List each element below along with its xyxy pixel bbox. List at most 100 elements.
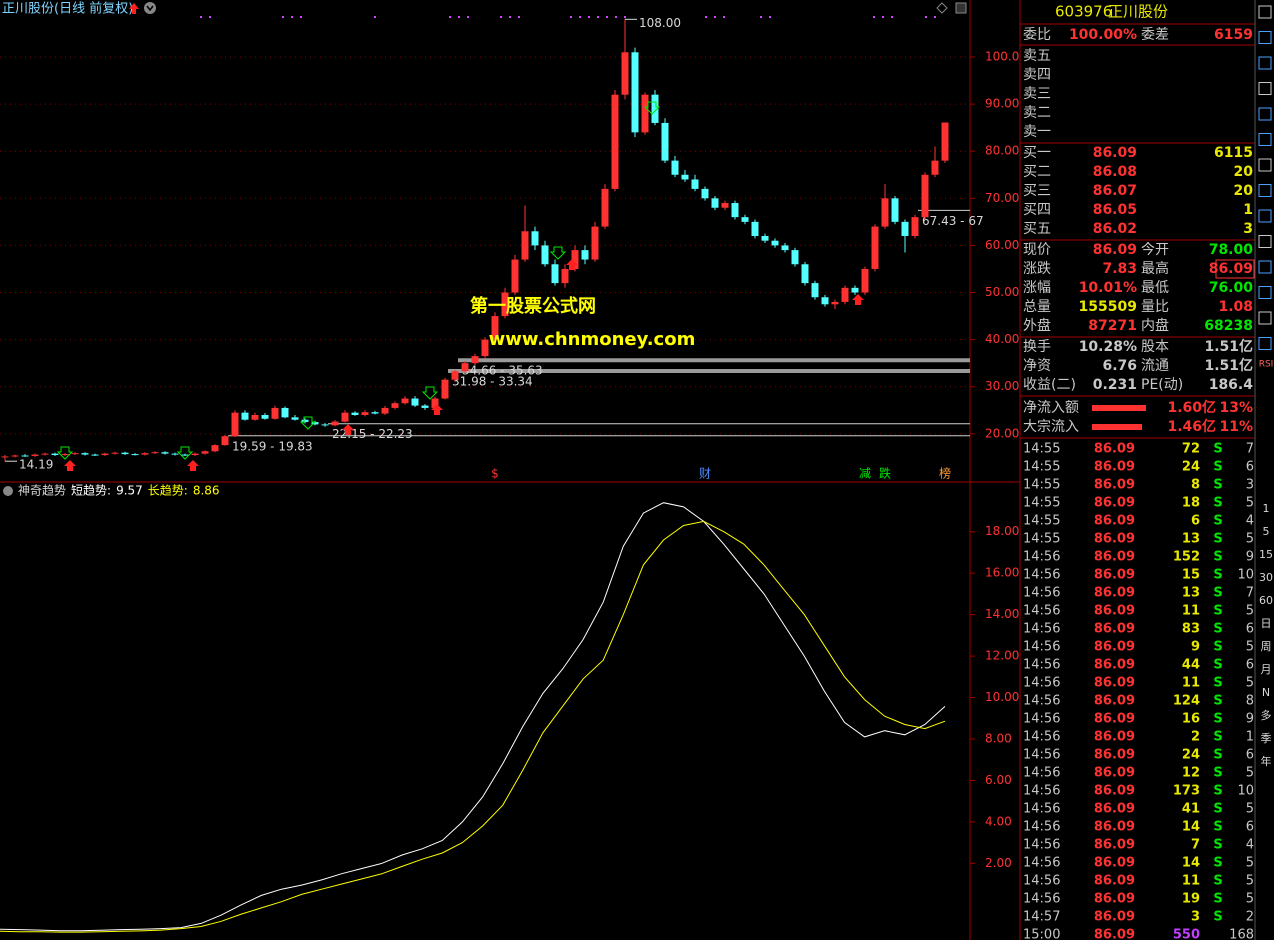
trade-side: S xyxy=(1213,622,1222,637)
fin-label: 流通 xyxy=(1141,358,1169,374)
pane-icon[interactable] xyxy=(3,486,13,496)
tool-button[interactable]: 5 xyxy=(1263,525,1270,538)
tool-bg xyxy=(1256,752,1274,772)
candle-body xyxy=(511,259,519,293)
tool-button[interactable]: 季 xyxy=(1261,732,1272,745)
candle-body xyxy=(311,422,319,425)
trade-volume: 83 xyxy=(1182,622,1200,637)
candle-body xyxy=(781,245,789,251)
candle-body xyxy=(201,451,209,454)
trade-count: 8 xyxy=(1246,694,1254,709)
tool-button[interactable]: 1 xyxy=(1263,502,1270,515)
trade-volume: 14 xyxy=(1182,820,1200,835)
trade-side: S xyxy=(1213,478,1222,493)
annotation-label: 108.00 xyxy=(639,16,681,30)
trade-count: 10 xyxy=(1237,784,1254,799)
signal-dot xyxy=(282,16,284,18)
y-tick-label: 80.00 xyxy=(985,144,1019,158)
tool-button[interactable]: 15 xyxy=(1259,548,1273,561)
tool-button[interactable]: 30 xyxy=(1259,571,1273,584)
tool-button[interactable]: 月 xyxy=(1261,663,1272,676)
trade-time: 14:56 xyxy=(1023,550,1060,565)
y-tick-label: 30.00 xyxy=(985,379,1019,393)
tool-icon[interactable] xyxy=(1258,82,1272,95)
trade-price: 86.09 xyxy=(1094,442,1135,457)
tool-icon[interactable] xyxy=(1258,311,1272,325)
event-marker: 减 xyxy=(859,467,871,481)
trade-side: S xyxy=(1213,532,1222,547)
tool-button[interactable]: 多 xyxy=(1261,708,1272,722)
tool-button[interactable]: RSI xyxy=(1259,360,1274,370)
candle-body xyxy=(331,421,339,426)
tool-button[interactable]: 日 xyxy=(1261,617,1272,630)
candle-body xyxy=(561,268,569,284)
candle-body xyxy=(321,424,329,426)
candle-body xyxy=(191,453,199,456)
tool-button[interactable]: N xyxy=(1262,686,1270,699)
stat-label: 内盘 xyxy=(1141,317,1169,334)
fin-value: 6.76 xyxy=(1102,358,1137,374)
y-tick-label: 70.00 xyxy=(985,191,1019,205)
tool-icon[interactable] xyxy=(1258,235,1272,248)
menu-icon[interactable] xyxy=(144,2,156,14)
signal-dot xyxy=(769,16,771,18)
buy-arrow xyxy=(342,424,354,435)
tool-icon[interactable] xyxy=(1258,31,1272,44)
tool-icon[interactable] xyxy=(1258,286,1272,299)
trade-side: S xyxy=(1213,874,1222,889)
trade-volume: 16 xyxy=(1182,712,1200,727)
ask-label: 卖四 xyxy=(1023,67,1051,83)
signal-dot xyxy=(500,16,502,18)
trade-price: 86.09 xyxy=(1094,910,1135,925)
trade-time: 14:56 xyxy=(1023,820,1060,835)
trade-time: 14:56 xyxy=(1023,712,1060,727)
diamond-icon[interactable] xyxy=(936,2,948,14)
candle-body xyxy=(661,122,669,161)
trade-price: 86.09 xyxy=(1094,496,1135,511)
trade-time: 14:56 xyxy=(1023,802,1060,817)
annotation-label: 14.19 xyxy=(19,458,53,472)
tool-icon[interactable] xyxy=(1258,209,1272,223)
candle-body xyxy=(521,231,529,260)
tool-icon[interactable] xyxy=(1258,184,1272,197)
trade-side: S xyxy=(1213,442,1222,457)
candle-body xyxy=(801,264,809,284)
trade-volume: 24 xyxy=(1182,460,1200,475)
stat-label: 最高 xyxy=(1141,260,1169,277)
signal-dot xyxy=(509,16,511,18)
trade-volume: 18 xyxy=(1182,496,1200,511)
tool-button[interactable]: 周 xyxy=(1261,640,1272,653)
tool-button[interactable]: 60 xyxy=(1259,594,1273,607)
trade-time: 14:55 xyxy=(1023,460,1060,475)
candle-body xyxy=(121,452,129,455)
stat-label: 涨跌 xyxy=(1023,261,1051,277)
signal-dot xyxy=(458,16,460,18)
trade-price: 86.09 xyxy=(1094,784,1135,799)
tool-button[interactable]: 年 xyxy=(1261,754,1272,768)
tool-icon[interactable] xyxy=(1258,337,1272,350)
trade-price: 86.09 xyxy=(1094,928,1135,940)
tool-icon[interactable] xyxy=(1258,5,1272,19)
trade-time: 14:56 xyxy=(1023,784,1060,799)
tool-icon[interactable] xyxy=(1258,158,1272,172)
tool-icon[interactable] xyxy=(1258,133,1272,146)
candle-body xyxy=(461,363,469,372)
trade-volume: 124 xyxy=(1173,694,1200,709)
tool-icon[interactable] xyxy=(1258,260,1272,274)
candle-body xyxy=(181,454,189,456)
signal-dot xyxy=(588,16,590,18)
trade-volume: 3 xyxy=(1191,910,1200,925)
chart-title: 正川股份(日线 前复权) xyxy=(2,1,133,17)
window-icon[interactable] xyxy=(955,2,967,14)
tool-icon[interactable] xyxy=(1258,107,1272,121)
tool-icon[interactable] xyxy=(1258,56,1272,70)
tool-bg xyxy=(1256,706,1274,726)
stat-value: 86.09 xyxy=(1093,242,1137,258)
trade-time: 14:56 xyxy=(1023,730,1060,745)
signal-dot xyxy=(705,16,707,18)
candle-body xyxy=(91,454,99,456)
ask-label: 卖三 xyxy=(1023,86,1051,102)
stat-label: 最低 xyxy=(1141,280,1169,296)
signal-dot xyxy=(723,16,725,18)
